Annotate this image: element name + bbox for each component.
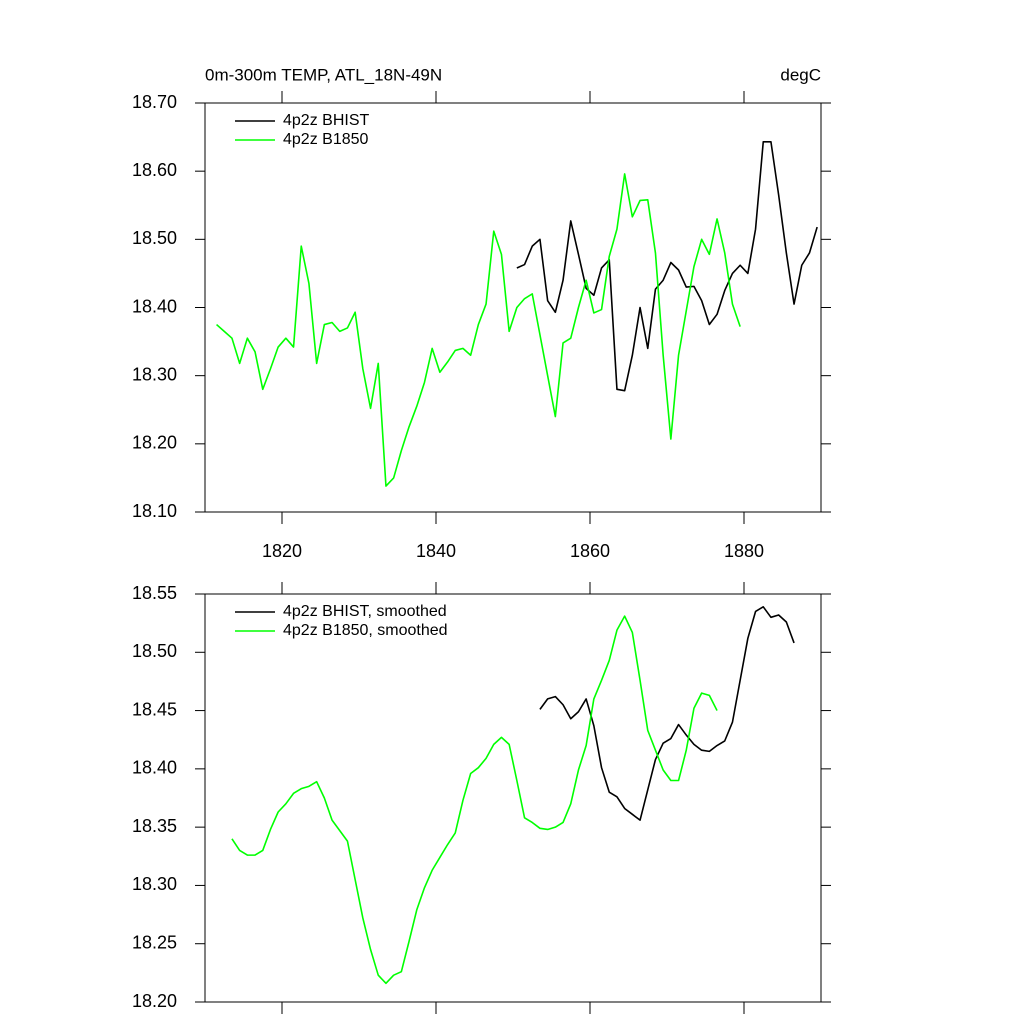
y-tick-label: 18.35 [132,816,177,836]
y-tick-label: 18.50 [132,228,177,248]
legend-label: 4p2z B1850 [283,131,369,148]
chart-title: 0m-300m TEMP, ATL_18N-49N [205,65,442,84]
x-tick-label: 1820 [262,541,302,561]
units-label: degC [780,65,821,84]
plot: 18.10 18.20 18.30 18.40 18.50 18.60 18.70 1820 1… [132,65,831,561]
series-line [516,141,818,392]
y-tick-label: 18.50 [132,641,177,661]
x-tick-label: 1840 [416,541,456,561]
y-tick-label: 18.20 [132,433,177,453]
y-tick-label: 18.30 [132,364,177,384]
y-tick-label: 18.10 [132,501,177,521]
y-tick-label: 18.25 [132,932,177,952]
legend-label: 4p2z BHIST [283,112,369,129]
y-tick-label: 18.20 [132,991,177,1011]
legend-label: 4p2z B1850, smoothed [283,622,448,639]
plot: 18.20 18.25 18.30 18.35 18.40 18.45 18.50 18.55… [132,582,831,1014]
y-tick-label: 18.45 [132,699,177,719]
series-line [216,173,741,487]
y-tick-label: 18.55 [132,583,177,603]
plot-frame [204,102,822,513]
x-tick-label: 1880 [724,541,764,561]
y-tick-label: 18.40 [132,296,177,316]
legend: 4p2z BHIST, smoothed 4p2z B1850, smoothed [235,603,448,639]
y-tick-label: 18.30 [132,874,177,894]
plot-frame [204,593,822,1003]
y-tick-label: 18.40 [132,758,177,778]
y-tick-label: 18.70 [132,92,177,112]
series-line [539,606,795,821]
legend: 4p2z BHIST 4p2z B1850 [235,112,369,148]
y-tick-label: 18.60 [132,160,177,180]
series-line [231,615,718,985]
x-tick-label: 1860 [570,541,610,561]
legend-label: 4p2z BHIST, smoothed [283,603,447,620]
